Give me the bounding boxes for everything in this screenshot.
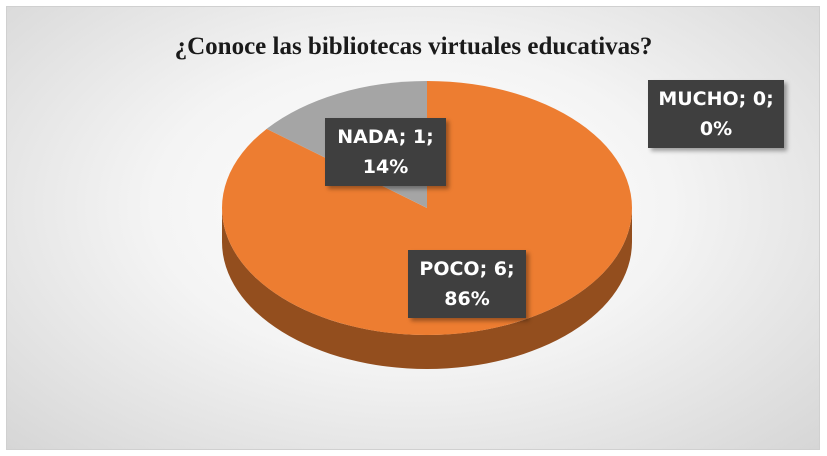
- data-label: POCO; 6; 86%: [408, 250, 526, 318]
- data-label: MUCHO; 0; 0%: [648, 80, 784, 148]
- chart-title: ¿Conoce las bibliotecas virtuales educat…: [174, 33, 653, 60]
- slice-side: [222, 208, 632, 369]
- slice: [221, 81, 633, 336]
- data-label: NADA; 1; 14%: [325, 118, 446, 186]
